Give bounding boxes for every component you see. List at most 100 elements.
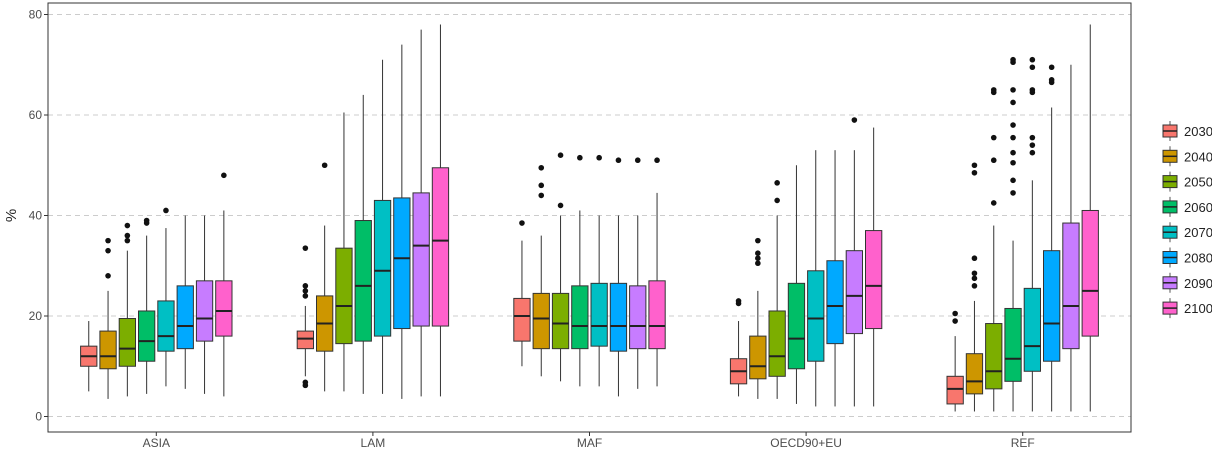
outlier-point <box>971 275 978 282</box>
legend-label: 2030 <box>1184 124 1212 139</box>
box-2100 <box>431 167 450 327</box>
outlier-point <box>105 247 111 254</box>
outlier-point <box>971 162 978 169</box>
legend-item-2080: 2080 <box>1162 247 1212 268</box>
outlier-point <box>143 217 150 224</box>
outlier-point <box>634 157 641 164</box>
outlier-point <box>538 182 545 189</box>
box-2100 <box>1081 209 1099 337</box>
legend-item-2030: 2030 <box>1162 121 1212 141</box>
box-2080 <box>393 197 411 330</box>
outlier-point <box>577 154 583 161</box>
legend-label: 2080 <box>1184 251 1212 266</box>
box-2080 <box>826 260 844 345</box>
outlier-point <box>538 192 545 199</box>
outlier-point <box>1029 149 1036 156</box>
outlier-point <box>755 255 761 262</box>
box-2030 <box>296 330 315 350</box>
outlier-point <box>1010 87 1016 93</box>
outlier-point <box>990 87 997 93</box>
y-axis: 0 20 40 60 80 <box>29 8 48 424</box>
outlier-point <box>1029 56 1036 63</box>
outlier-point <box>1029 64 1036 71</box>
box-2090 <box>845 250 864 335</box>
outlier-point <box>971 270 978 277</box>
box-2050 <box>768 310 786 377</box>
legend-label: 2090 <box>1184 276 1212 291</box>
legend-item-2090: 2090 <box>1162 272 1212 293</box>
x-tick-label: REF <box>1011 436 1035 450</box>
box-2030 <box>513 297 531 342</box>
box-2090 <box>629 285 647 350</box>
box-2050 <box>335 247 353 345</box>
box-2070 <box>590 282 608 347</box>
outlier-point <box>1029 87 1036 93</box>
x-tick-label: LAM <box>361 436 386 450</box>
category-group-ref <box>946 24 1099 412</box>
outlier-point <box>1048 64 1055 71</box>
outlier-point <box>124 222 131 229</box>
outlier-point <box>302 288 309 294</box>
outlier-point <box>105 237 111 244</box>
outlier-point <box>302 245 309 251</box>
box-2030 <box>946 375 964 405</box>
outlier-point <box>302 283 309 289</box>
box-2070 <box>373 199 392 337</box>
box-2060 <box>787 282 806 370</box>
x-tick-label: OECD90+EU <box>770 436 842 450</box>
legend-item-2040: 2040 <box>1162 146 1212 167</box>
outlier-point <box>1010 177 1016 184</box>
outlier-point <box>952 318 958 324</box>
box-2050 <box>985 323 1003 390</box>
y-tick-label: 0 <box>35 410 42 424</box>
legend-item-2060: 2060 <box>1162 196 1212 217</box>
outlier-point <box>596 154 602 161</box>
legend-label: 2050 <box>1184 175 1212 190</box>
box-2100 <box>865 230 883 330</box>
outlier-point <box>1010 99 1016 106</box>
outlier-point <box>774 197 780 204</box>
outlier-point <box>990 157 997 164</box>
box-2090 <box>412 192 430 327</box>
outlier-point <box>774 180 780 186</box>
x-axis: ASIA LAM MAF OECD90+EU REF <box>143 432 1035 450</box>
y-axis-title: % <box>3 209 20 222</box>
category-group-asia <box>80 172 233 399</box>
y-tick-label: 20 <box>29 309 43 323</box>
box-2060 <box>354 220 372 342</box>
box-2040 <box>749 335 767 380</box>
outlier-point <box>755 250 761 256</box>
outlier-point <box>302 293 309 299</box>
outlier-point <box>1010 159 1016 166</box>
legend-label: 2040 <box>1184 149 1212 164</box>
box-2070 <box>157 300 175 352</box>
box-2060 <box>138 310 156 362</box>
outlier-point <box>755 237 761 244</box>
x-tick-label: MAF <box>577 436 602 450</box>
outlier-point <box>1010 56 1016 63</box>
box-groups <box>80 24 1099 412</box>
outlier-point <box>557 202 564 209</box>
legend-label: 2060 <box>1184 200 1212 215</box>
y-tick-label: 60 <box>29 108 43 122</box>
box-2060 <box>1004 307 1022 382</box>
outlier-point <box>755 260 761 267</box>
box-2070 <box>807 270 825 362</box>
outlier-point <box>952 310 958 317</box>
box-2080 <box>1043 250 1061 362</box>
box-2040 <box>965 353 984 395</box>
box-2090 <box>1062 222 1080 350</box>
box-2080 <box>609 282 628 352</box>
outlier-point <box>990 200 997 206</box>
outlier-point <box>615 157 622 164</box>
legend-label: 2100 <box>1184 301 1212 316</box>
outlier-point <box>519 220 525 226</box>
outlier-point <box>1029 134 1036 141</box>
box-2050 <box>551 292 570 350</box>
outlier-point <box>124 232 131 239</box>
legend-item-2050: 2050 <box>1162 171 1212 192</box>
outlier-point <box>538 164 545 171</box>
outlier-point <box>1010 190 1016 196</box>
outlier-point <box>735 298 742 304</box>
